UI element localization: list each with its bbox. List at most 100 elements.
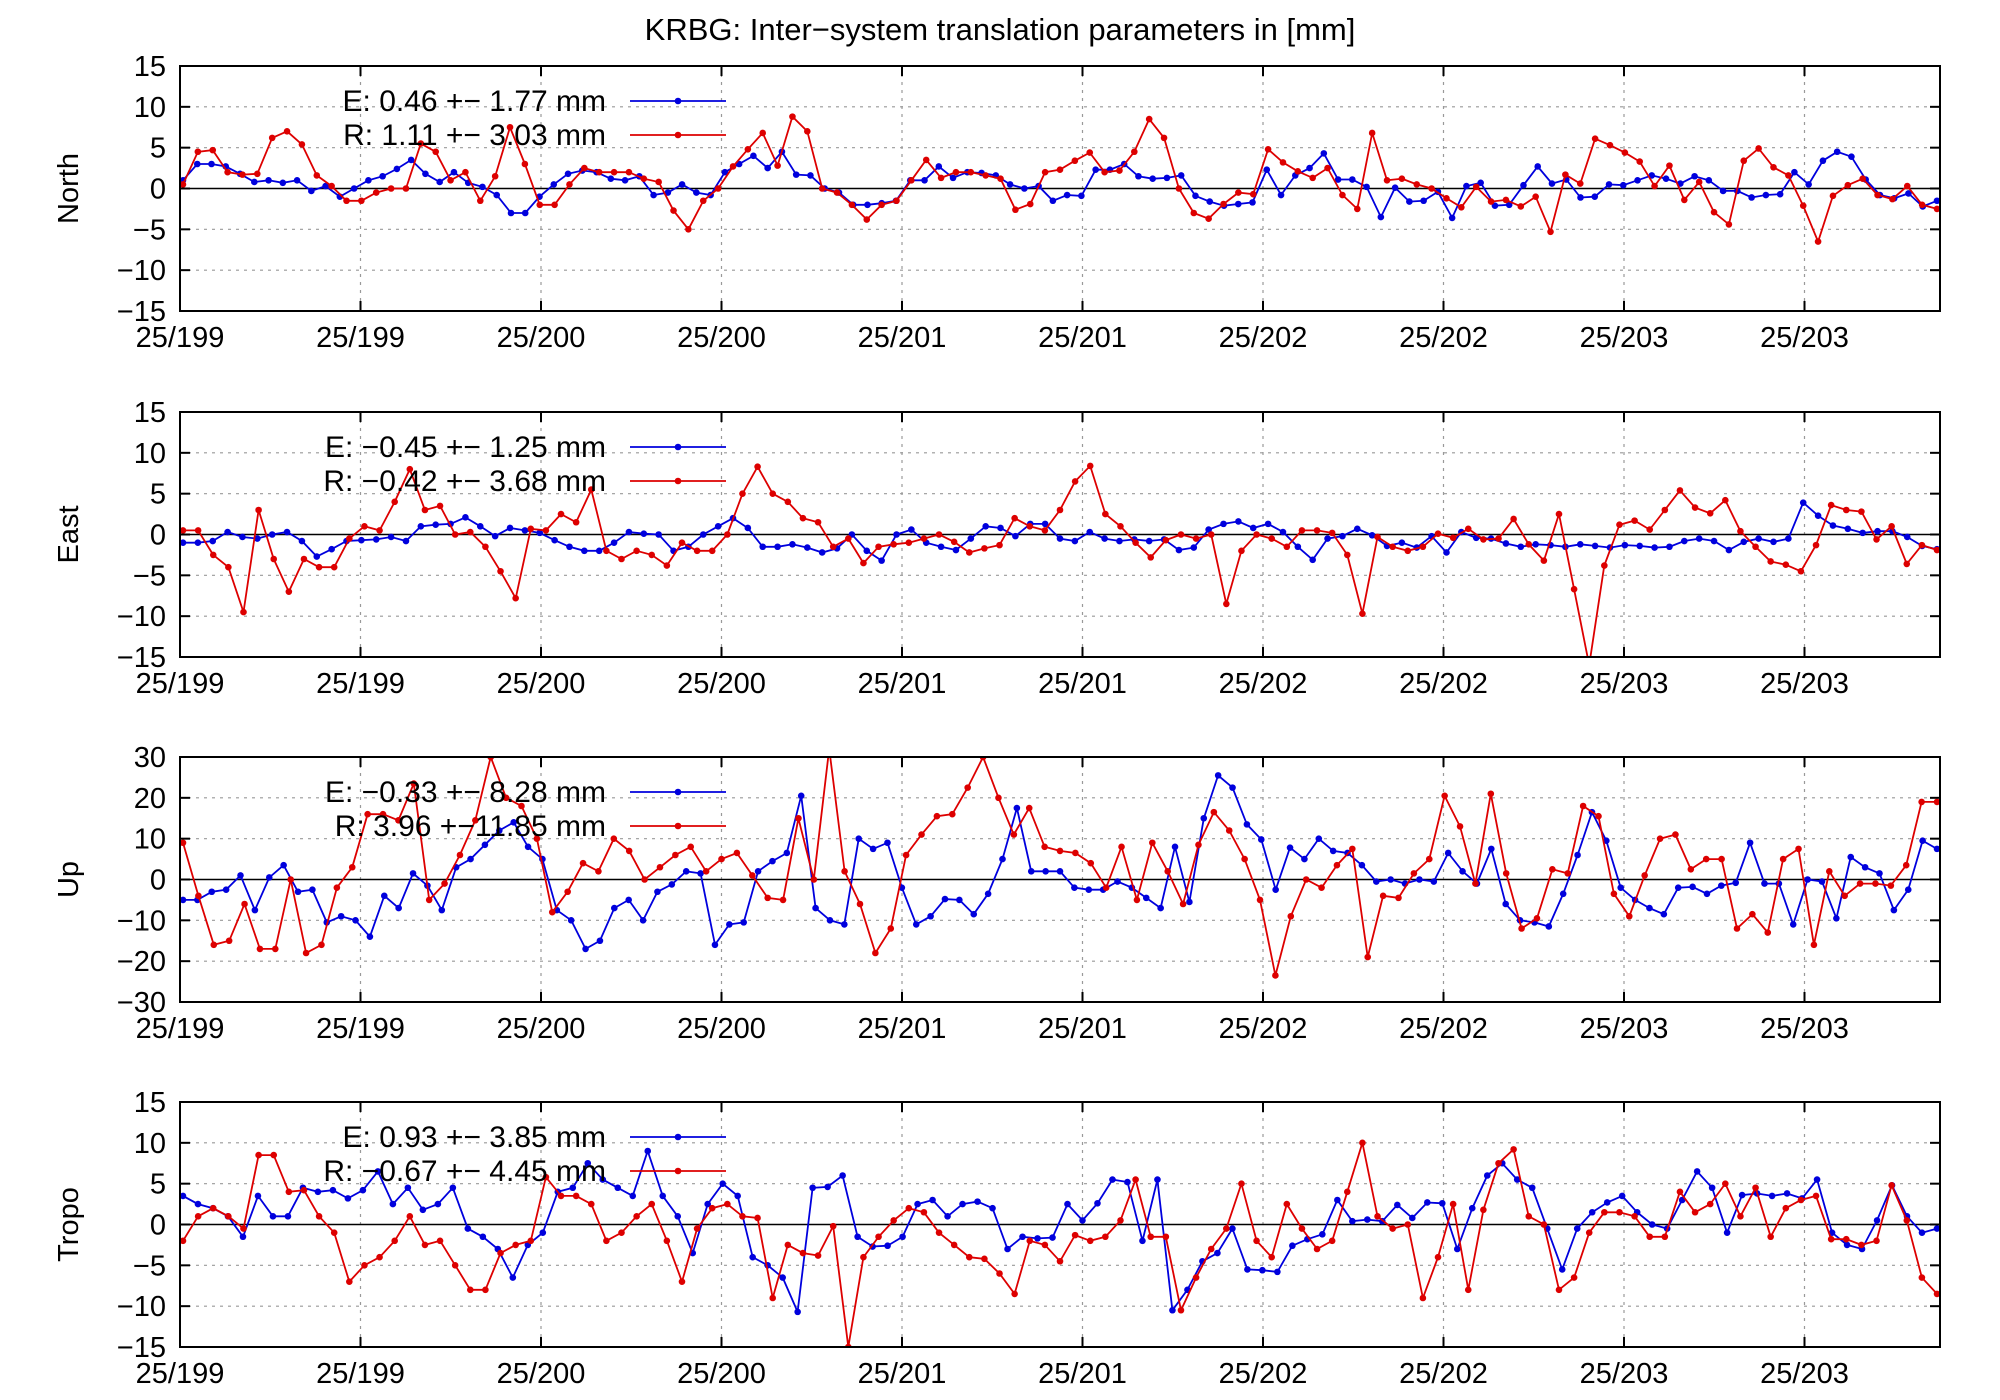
data-point-R [300, 1186, 308, 1194]
data-point-R [1666, 162, 1673, 169]
data-point-R [702, 868, 710, 875]
data-point-R [1502, 196, 1510, 204]
data-point-R [466, 1286, 474, 1294]
data-point-E [826, 917, 834, 924]
x-tick-label: 25/201 [858, 668, 947, 700]
data-point-E [1517, 543, 1525, 551]
data-point-E [1483, 1172, 1491, 1179]
data-point-E [678, 181, 686, 188]
data-point-E [1674, 884, 1682, 891]
data-point-E [1463, 182, 1470, 190]
data-point-R [860, 1253, 867, 1261]
data-point-R [1858, 508, 1865, 515]
data-point-R [1147, 1233, 1155, 1241]
data-point-E [1177, 172, 1185, 179]
data-point-E [180, 1192, 187, 1200]
data-point-R [1797, 567, 1805, 575]
data-point-R [848, 201, 856, 209]
data-point-E [1200, 814, 1208, 822]
data-point-R [1540, 557, 1548, 564]
data-point-R [1888, 1182, 1895, 1189]
data-point-R [826, 746, 833, 753]
legend-label-E: E: −0.33 +− 8.28 mm [325, 776, 606, 809]
data-point-R [1056, 847, 1064, 855]
data-point-E [1740, 538, 1748, 546]
data-point-E [337, 912, 345, 920]
data-point-R [1702, 855, 1710, 863]
data-point-E [655, 531, 662, 538]
data-point-R [1011, 514, 1018, 522]
data-point-E [1603, 837, 1610, 845]
data-point-R [1621, 149, 1629, 156]
data-point-R [887, 925, 895, 932]
data-point-E [1056, 868, 1064, 875]
data-point-E [599, 1176, 607, 1183]
data-point-R [180, 181, 187, 188]
data-point-E [1443, 549, 1450, 556]
data-point-E [1368, 532, 1376, 539]
data-point-E [1301, 855, 1308, 863]
data-point-R [920, 535, 928, 542]
data-point-R [1298, 1225, 1306, 1232]
data-point-R [1132, 1176, 1139, 1183]
data-point-R [833, 189, 841, 196]
data-point-R [1767, 558, 1774, 565]
data-point-E [476, 523, 484, 530]
data-point-E [1755, 535, 1762, 542]
data-point-R [1026, 523, 1034, 530]
data-point-R [610, 835, 618, 842]
data-point-R [1205, 215, 1212, 223]
data-point-R [1041, 527, 1049, 534]
data-point-R [1268, 535, 1275, 542]
data-point-E [1274, 1268, 1281, 1276]
data-point-R [518, 802, 525, 810]
data-point-E [794, 1308, 801, 1316]
y-tick-label: −10 [117, 1291, 166, 1323]
data-point-E [664, 189, 672, 196]
data-point-E [1349, 1217, 1356, 1225]
data-point-R [1192, 535, 1200, 542]
data-point-E [380, 892, 388, 900]
x-tick-label: 25/202 [1219, 322, 1308, 354]
data-point-E [654, 888, 661, 896]
data-point-E [1259, 1266, 1266, 1274]
data-point-E [1548, 180, 1556, 187]
data-point-R [1785, 172, 1792, 179]
data-point-E [1154, 1176, 1161, 1183]
data-point-E [564, 170, 572, 178]
data-point-E [1006, 181, 1014, 188]
data-point-E [1263, 166, 1271, 174]
data-point-R [708, 547, 716, 555]
data-point-R [804, 128, 811, 135]
data-point-R [1782, 561, 1790, 569]
data-point-R [1562, 171, 1569, 178]
data-point-R [1856, 880, 1864, 887]
data-point-E [1799, 499, 1807, 506]
y-tick-label: −15 [117, 642, 166, 674]
data-point-R [1564, 870, 1572, 877]
data-point-R [1755, 145, 1762, 152]
data-point-R [1480, 536, 1487, 543]
data-point-E [884, 1242, 891, 1250]
data-point-R [1517, 203, 1525, 210]
data-point-R [1086, 149, 1094, 156]
data-point-R [1651, 182, 1658, 190]
data-point-E [1235, 518, 1242, 525]
data-point-E [1513, 1176, 1521, 1183]
data-point-E [1264, 520, 1272, 528]
data-point-R [1101, 168, 1108, 176]
data-point-R [1918, 201, 1926, 209]
data-point-R [348, 863, 356, 871]
data-point-R [1889, 195, 1896, 203]
data-point-R [685, 226, 692, 233]
data-point-R [687, 843, 695, 851]
data-point-E [365, 177, 372, 184]
y-tick-label: −10 [117, 905, 166, 937]
data-point-R [1661, 1233, 1669, 1241]
data-point-R [1443, 195, 1450, 202]
data-point-R [633, 1213, 640, 1220]
data-point-E [1528, 1184, 1536, 1192]
data-point-E [358, 536, 365, 544]
